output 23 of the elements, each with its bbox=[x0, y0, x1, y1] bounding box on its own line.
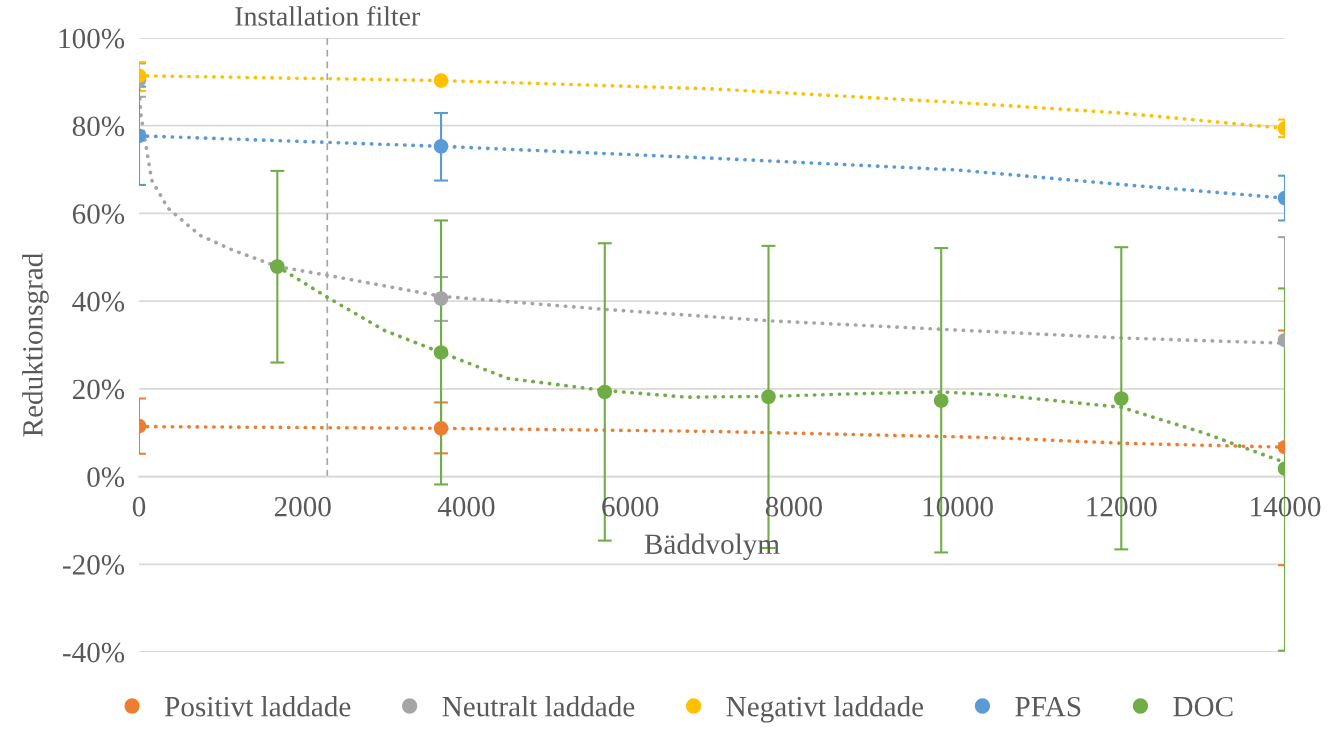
x-tick-label: 0 bbox=[132, 496, 146, 517]
legend-label: Neutralt laddade bbox=[442, 695, 635, 717]
point bbox=[933, 393, 949, 408]
y-tick-label: 60% bbox=[72, 204, 125, 224]
y-tick-label: -40% bbox=[63, 642, 125, 663]
point bbox=[597, 384, 613, 400]
ref-line-label: Installation filter bbox=[235, 5, 420, 26]
y-tick-label: 0% bbox=[87, 467, 125, 488]
y-tick-label: 80% bbox=[72, 116, 125, 137]
y-tick-label: 40% bbox=[72, 291, 125, 312]
legend-label: Negativt laddade bbox=[726, 695, 924, 723]
legend-label: PFAS bbox=[1015, 696, 1081, 717]
point bbox=[433, 345, 449, 360]
x-tick-label: 2000 bbox=[274, 496, 331, 517]
y-tick-label: -20% bbox=[63, 555, 125, 575]
legend-label: DOC bbox=[1173, 696, 1233, 717]
y-axis-title: Reduktionsgrad bbox=[22, 253, 49, 437]
x-axis-title: Bäddvolym bbox=[644, 533, 780, 561]
y-tick-label: 100% bbox=[59, 28, 125, 49]
legend-label: Positivt laddade bbox=[165, 695, 351, 717]
point bbox=[761, 389, 776, 405]
y-tick-label: 20% bbox=[72, 379, 125, 400]
x-tick-label: 4000 bbox=[437, 496, 495, 517]
